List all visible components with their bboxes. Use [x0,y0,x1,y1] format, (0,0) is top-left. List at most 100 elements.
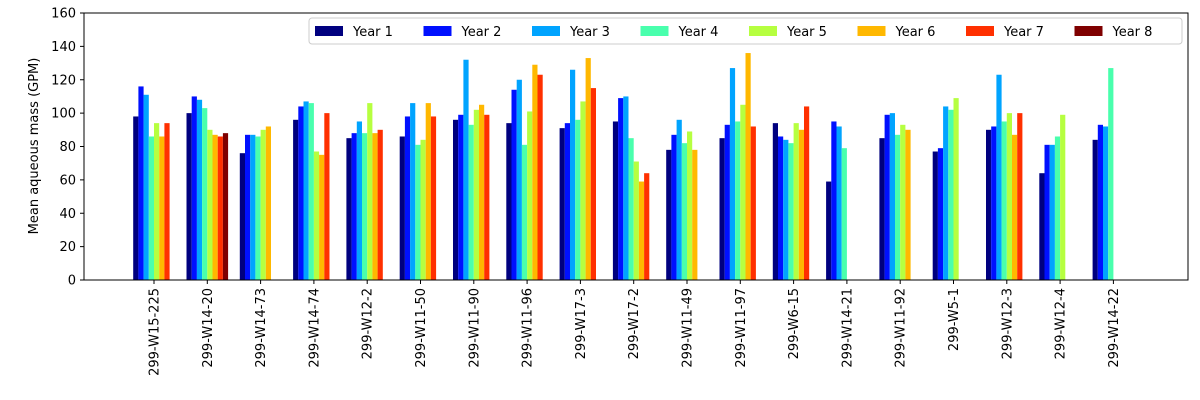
x-tick-label: 299-W11-49 [681,288,696,368]
bar [362,133,368,280]
bar [133,116,139,281]
bar [430,116,437,281]
bar [468,124,474,280]
bar [804,106,810,280]
legend-label: Year 2 [461,25,502,40]
bar [511,89,517,280]
bar [415,144,421,280]
bar [404,116,411,281]
bar [729,68,736,280]
bar [879,138,885,280]
bar [628,138,634,280]
bar [506,123,512,280]
legend-label: Year 4 [678,25,719,40]
bar [996,74,1002,281]
bar [895,134,901,280]
bar [222,133,229,280]
y-tick-label: 100 [51,107,76,122]
bar [1054,136,1061,280]
bar [298,106,304,280]
bar [687,131,693,280]
y-tick-label: 0 [68,274,76,289]
bar [212,134,218,280]
bar [143,94,149,281]
bar [826,181,832,280]
bar [719,138,725,280]
bar [324,113,330,281]
bar [889,113,895,281]
bar [1103,126,1109,280]
x-tick-label: 299-W12-4 [1054,288,1069,359]
bar [623,96,629,280]
bar [735,121,741,280]
bar [778,136,784,280]
bars-group [133,53,1114,281]
bar [425,103,431,280]
bar [745,53,751,280]
bar [570,69,576,281]
bar [1097,124,1103,280]
bar [1006,113,1012,281]
x-tick-label: 299-W12-3 [1000,288,1015,359]
bar [186,113,192,281]
legend-label: Year 7 [1003,25,1044,40]
bar [148,136,154,280]
bar [313,151,320,280]
bar [559,128,565,280]
bar [585,58,591,281]
bar [521,144,528,280]
bar [458,114,464,280]
x-tick-label: 299-W11-96 [521,288,536,368]
x-tick-label: 299-W11-50 [414,288,429,368]
bar [681,143,687,280]
bar [473,109,479,280]
x-tick-label: 299-W14-20 [201,288,216,368]
bar [346,138,352,280]
bar [905,129,911,280]
bar [740,104,746,280]
bar [138,86,144,281]
bar [798,129,804,280]
legend-swatch [857,26,886,36]
bar [377,129,383,280]
x-tick-label: 299-W14-73 [254,288,269,368]
bar [692,149,698,280]
bar [202,108,208,281]
bar [207,129,213,280]
x-tick-label: 299-W11-90 [467,288,482,368]
legend-frame [308,17,1183,45]
bar [217,136,223,280]
bar [644,173,650,280]
x-tick-label: 299-W11-92 [894,288,909,368]
bar [666,149,672,280]
bar [884,114,890,280]
y-tick-label: 40 [59,207,76,222]
bar [1060,114,1066,280]
bar [191,96,197,280]
bar [164,123,170,280]
bar [750,126,756,280]
legend-swatch [640,26,669,36]
bar [638,181,645,280]
bar [420,139,426,280]
bar [410,103,416,280]
bar [1049,144,1055,280]
y-tick-label: 160 [51,7,76,22]
bar [788,143,794,280]
legend-label: Year 5 [786,25,827,40]
bar [575,119,581,280]
legend-label: Year 6 [895,25,936,40]
x-tick-label: 299-W14-22 [1107,288,1122,368]
bar [265,126,271,280]
bar [953,98,959,280]
plot-frame [83,12,1189,281]
legend-swatch [532,26,560,36]
bar [612,121,619,280]
legend-label: Year 1 [352,25,393,40]
bar [932,151,938,280]
bar [293,119,299,280]
bar [633,161,639,280]
legend-swatch [423,26,452,36]
bar [618,98,624,280]
